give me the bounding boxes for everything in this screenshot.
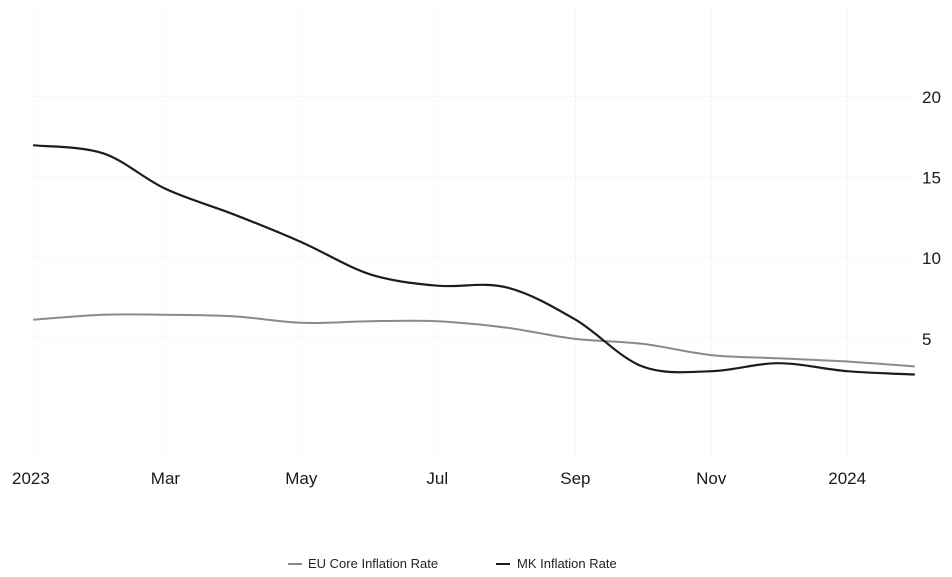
x-tick-label: May <box>285 469 318 488</box>
grid <box>33 4 914 454</box>
x-axis-ticks: 2023 Mar May Jul Sep Nov 2024 <box>12 469 866 488</box>
x-tick-label: Jul <box>426 469 448 488</box>
series-line-mk-inflation-rate <box>32 144 916 376</box>
y-axis-ticks: 5 10 15 20 <box>922 88 941 349</box>
x-tick-label: Sep <box>560 469 590 488</box>
series-group <box>32 144 916 376</box>
legend-item: EU Core Inflation Rate <box>288 556 438 571</box>
legend-item: MK Inflation Rate <box>496 556 617 571</box>
y-tick-label: 5 <box>922 330 931 349</box>
y-tick-label: 10 <box>922 249 941 268</box>
series-line-eu-core-inflation-rate <box>33 313 915 368</box>
legend-label: EU Core Inflation Rate <box>308 556 438 571</box>
y-tick-label: 20 <box>922 88 941 107</box>
y-tick-label: 15 <box>922 169 941 188</box>
x-tick-label: 2024 <box>828 469 866 488</box>
legend: EU Core Inflation Rate MK Inflation Rate <box>288 556 617 571</box>
x-tick-label: Mar <box>151 469 181 488</box>
x-tick-label: 2023 <box>12 469 50 488</box>
legend-label: MK Inflation Rate <box>517 556 617 571</box>
x-tick-label: Nov <box>696 469 727 488</box>
